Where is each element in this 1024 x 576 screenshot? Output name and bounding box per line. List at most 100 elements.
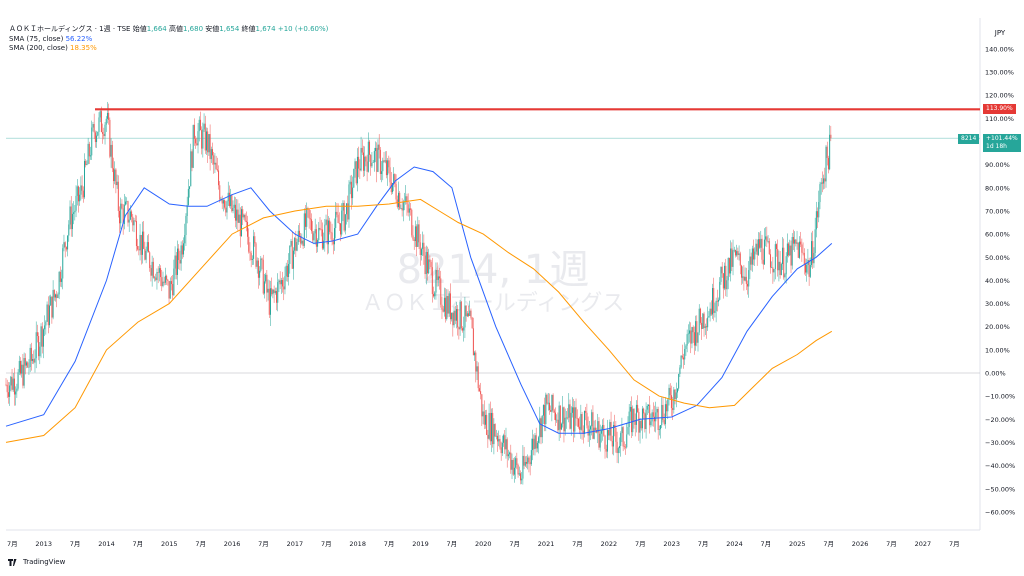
indicator-sma200[interactable]: SMA (200, close) 18.35% (9, 44, 328, 54)
candle-body (266, 274, 268, 293)
candle-body (738, 253, 740, 255)
candle-body (26, 362, 28, 366)
candle-body (361, 147, 363, 153)
price-tick-label: −10.00% (985, 393, 1015, 401)
candle-body (510, 452, 512, 470)
candle-body (651, 412, 653, 422)
candle-body (454, 310, 456, 321)
candle-body (362, 152, 364, 171)
candle-body (703, 313, 705, 328)
time-tick-label: 7月 (447, 540, 458, 548)
candle-body (391, 183, 393, 193)
candle-body (251, 258, 253, 261)
price-tick-label: 40.00% (985, 277, 1010, 285)
candle-body (767, 241, 769, 242)
candle-body (716, 300, 718, 302)
candle-body (313, 233, 315, 241)
candle-body (806, 264, 808, 273)
candle-body (71, 213, 73, 230)
candle-body (84, 160, 85, 198)
time-tick-label: 7月 (572, 540, 583, 548)
resistance-tag-value: 113.90% (986, 105, 1013, 113)
candle-body (212, 149, 214, 156)
candle-body (191, 151, 193, 168)
candle-body (366, 161, 368, 172)
candle-body (617, 448, 619, 454)
candle-body (725, 265, 727, 290)
candle-body (94, 132, 96, 143)
candle-body (324, 224, 326, 241)
candle-body (298, 230, 300, 236)
candle-body (634, 420, 636, 425)
candle-body (58, 271, 60, 295)
candle-body (719, 281, 721, 300)
candle-body (693, 332, 695, 346)
candle-body (242, 209, 244, 218)
candle-body (629, 406, 631, 412)
candle-body (507, 454, 509, 457)
candle-body (59, 271, 61, 282)
candle-body (545, 394, 547, 425)
candle-body (570, 412, 572, 429)
candle-body (104, 124, 106, 137)
time-tick-label: 7月 (7, 540, 18, 548)
candle-body (759, 239, 761, 248)
candle-body (79, 194, 81, 202)
candle-body (80, 185, 82, 195)
candle-body (109, 119, 111, 157)
candle-body (330, 231, 332, 233)
candle-body (488, 412, 490, 439)
candle-body (435, 270, 437, 293)
indicator-sma75[interactable]: SMA (75, close) 56.22% (9, 35, 328, 45)
candle-body (290, 240, 292, 246)
candle-body (571, 407, 573, 413)
candle-body (372, 162, 374, 163)
candle-body (408, 208, 410, 213)
candle-body (558, 405, 560, 431)
candle-body (248, 236, 250, 252)
candle-body (174, 255, 176, 269)
candle-body (260, 258, 262, 271)
candle-body (808, 260, 810, 277)
time-tick-label: 7月 (698, 540, 709, 548)
candle-body (515, 458, 517, 468)
candle-body (581, 414, 583, 431)
indicator-sma200-label: SMA (200, close) (9, 44, 68, 52)
candle-body (237, 209, 239, 223)
candle-body (102, 131, 104, 134)
candle-body (433, 294, 435, 297)
candle-body (280, 280, 282, 285)
candle-body (751, 248, 753, 265)
candle-body (295, 238, 297, 251)
tradingview-brand[interactable]: TradingView (8, 558, 65, 566)
time-tick-label: 2021 (538, 540, 555, 548)
candle-body (819, 184, 821, 203)
candle-body (358, 156, 360, 169)
candle-body (663, 419, 665, 425)
candle-body (691, 327, 693, 344)
candle-body (635, 404, 637, 425)
candle-body (704, 326, 706, 328)
price-tick-label: 140.00% (985, 45, 1014, 53)
candle-body (600, 430, 602, 434)
candle-body (476, 366, 478, 372)
candle-body (47, 304, 49, 326)
candle-body (643, 408, 645, 414)
candle-body (232, 207, 234, 212)
candle-body (583, 410, 585, 434)
candle-body (216, 169, 218, 171)
candle-body (263, 281, 265, 294)
candle-body (465, 305, 467, 317)
candle-body (338, 223, 340, 224)
candle-body (384, 160, 386, 162)
candle-body (774, 244, 776, 270)
candle-body (163, 281, 165, 283)
sma200-line[interactable] (5, 198, 833, 443)
candle-body (399, 192, 401, 209)
candle-body (5, 384, 7, 386)
candle-body (718, 299, 720, 302)
candle-body (395, 184, 397, 200)
candle-body (180, 245, 182, 264)
candle-body (56, 294, 58, 299)
